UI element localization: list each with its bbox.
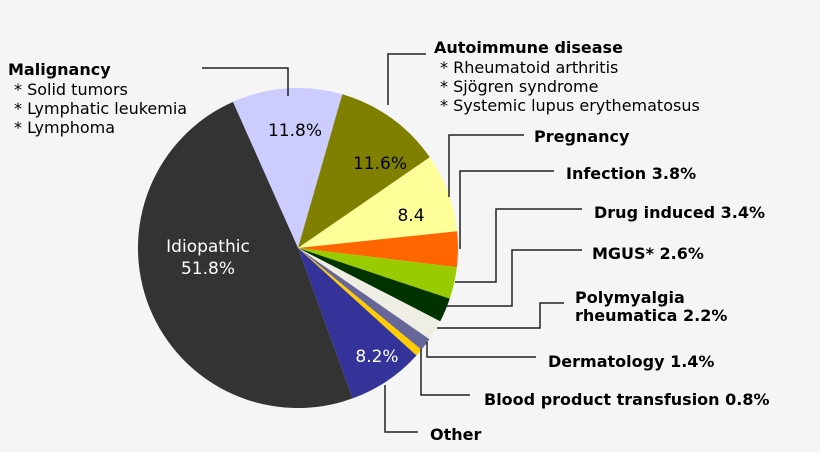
label-drug-induced: Drug induced 3.4% [594, 203, 766, 222]
pie-slice-blood-product-transfusion [298, 248, 422, 356]
malignancy-item: * Solid tumors [14, 80, 128, 99]
inside-labels: 11.8% 11.6% 8.4 8.2% Idiopathic 51.8% [166, 121, 424, 367]
label-idiopathic-name: Idiopathic [166, 237, 250, 257]
autoimmune-item: * Rheumatoid arthritis [440, 58, 619, 77]
pie-slice-pregnancy [298, 157, 458, 248]
leader-other [384, 385, 418, 433]
malignancy-item: * Lymphoma [14, 118, 116, 137]
label-pregnancy-pct: 8.4 [397, 206, 424, 226]
label-malignancy-pct: 11.8% [268, 121, 322, 141]
polymyalgia-line-1: Polymyalgia [575, 288, 685, 307]
malignancy-item: * Lymphatic leukemia [14, 99, 188, 118]
label-polymyalgia: Polymyalgia rheumatica 2.2% [575, 289, 727, 325]
label-autoimmune-pct: 11.6% [353, 154, 407, 174]
pie-slice-mgus [298, 248, 450, 322]
legend-autoimmune: Autoimmune disease * Rheumatoid arthriti… [434, 38, 700, 115]
leader-malignancy [202, 67, 289, 96]
leader-lines [202, 53, 582, 433]
pie-slice-drug-induced [298, 248, 457, 299]
label-pregnancy: Pregnancy [534, 127, 630, 146]
label-other: Other [430, 425, 482, 444]
pie-slice-polymyalgia-rheumatica [298, 248, 441, 340]
leader-pregnancy [448, 134, 524, 197]
label-infection: Infection 3.8% [566, 164, 697, 183]
pie-slice-idiopathic [137, 101, 353, 409]
leader-dermatology [426, 342, 536, 358]
pie-slices [137, 88, 458, 409]
pie-slice-infection [298, 231, 458, 268]
leader-mgus [447, 249, 582, 307]
malignancy-title: Malignancy [8, 60, 111, 79]
label-blood-transfusion: Blood product transfusion 0.8% [484, 390, 770, 409]
pie-slice-autoimmune-disease [298, 94, 430, 248]
label-idiopathic-pct: 51.8% [181, 259, 235, 279]
autoimmune-title: Autoimmune disease [434, 38, 623, 57]
label-mgus: MGUS* 2.6% [592, 244, 704, 263]
label-dermatology: Dermatology 1.4% [548, 352, 715, 371]
label-other-pct: 8.2% [355, 347, 398, 367]
leader-drug [455, 208, 582, 283]
pie-slice-malignancy [232, 88, 343, 249]
autoimmune-item: * Sjögren syndrome [440, 77, 599, 96]
autoimmune-item: * Systemic lupus erythematosus [440, 96, 700, 115]
leader-blood [420, 349, 470, 396]
pie-slice-other [298, 248, 417, 399]
leader-autoimmune [387, 53, 426, 105]
leader-infection [459, 170, 554, 249]
pie-slice-dermatology [298, 248, 430, 350]
leader-polymyalgia [437, 302, 564, 329]
legend-malignancy: Malignancy * Solid tumors * Lymphatic le… [8, 60, 187, 137]
polymyalgia-line-2: rheumatica 2.2% [575, 306, 728, 325]
